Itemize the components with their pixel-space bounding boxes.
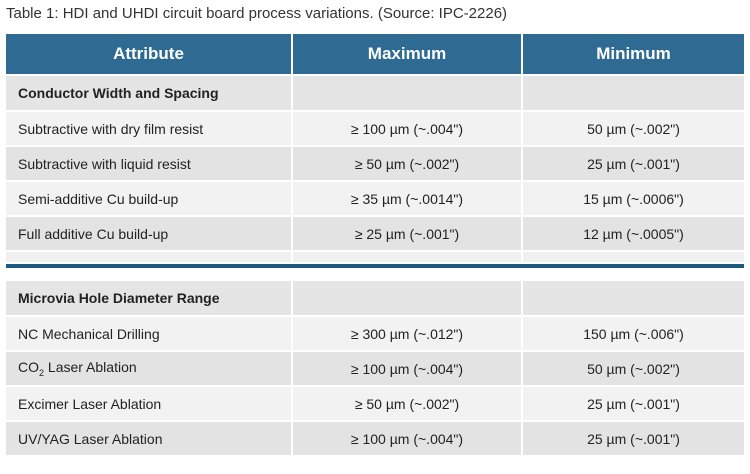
maximum-cell: ≥ 300 µm (~.012") <box>292 315 523 352</box>
maximum-cell: ≥ 100 µm (~.004") <box>292 350 523 387</box>
minimum-cell: 12 µm (~.0005") <box>522 215 744 252</box>
minimum-cell: 50 µm (~.002") <box>522 110 744 147</box>
section-row: Microvia Hole Diameter Range <box>6 279 744 317</box>
table-row: Subtractive with dry film resist ≥ 100 µ… <box>6 110 744 147</box>
spacer-row <box>6 250 744 264</box>
maximum-cell: ≥ 100 µm (~.004") <box>292 420 523 457</box>
process-variations-table: Attribute Maximum Minimum Conductor Widt… <box>6 34 744 457</box>
attribute-cell: Semi-additive Cu build-up <box>6 180 293 217</box>
header-row: Attribute Maximum Minimum <box>6 34 744 75</box>
table-row: Full additive Cu build-up ≥ 25 µm (~.001… <box>6 215 744 252</box>
attribute-cell: Subtractive with dry film resist <box>6 110 293 147</box>
header-minimum: Minimum <box>522 34 744 75</box>
attribute-cell: UV/YAG Laser Ablation <box>6 420 293 457</box>
spacer-cell <box>6 250 293 264</box>
maximum-cell: ≥ 50 µm (~.002") <box>292 145 523 182</box>
attribute-cell: NC Mechanical Drilling <box>6 315 293 352</box>
table-caption: Table 1: HDI and UHDI circuit board proc… <box>6 5 508 22</box>
maximum-cell: ≥ 50 µm (~.002") <box>292 385 523 422</box>
section-empty-cell <box>292 74 523 112</box>
minimum-cell: 25 µm (~.001") <box>522 145 744 182</box>
table-row: Semi-additive Cu build-up ≥ 35 µm (~.001… <box>6 180 744 217</box>
spacer-cell <box>6 268 744 281</box>
attribute-cell: Full additive Cu build-up <box>6 215 293 252</box>
table-row: UV/YAG Laser Ablation ≥ 100 µm (~.004") … <box>6 420 744 457</box>
attribute-cell: Excimer Laser Ablation <box>6 385 293 422</box>
attribute-suffix: Laser Ablation <box>44 359 137 376</box>
attribute-subscript: 2 <box>39 367 45 378</box>
section-empty-cell <box>522 279 744 317</box>
table-row: Subtractive with liquid resist ≥ 50 µm (… <box>6 145 744 182</box>
spacer-cell <box>522 250 744 264</box>
table-row: Excimer Laser Ablation ≥ 50 µm (~.002") … <box>6 385 744 422</box>
section-title: Conductor Width and Spacing <box>6 74 293 112</box>
header-attribute: Attribute <box>6 34 293 75</box>
divider-bar <box>6 263 744 269</box>
maximum-cell: ≥ 25 µm (~.001") <box>292 215 523 252</box>
minimum-cell: 25 µm (~.001") <box>522 385 744 422</box>
section-divider <box>6 263 744 269</box>
spacer-cell <box>292 250 523 264</box>
attribute-cell: CO2 Laser Ablation <box>6 350 293 387</box>
section-title: Microvia Hole Diameter Range <box>6 279 293 317</box>
section-empty-cell <box>292 279 523 317</box>
table-row: NC Mechanical Drilling ≥ 300 µm (~.012")… <box>6 315 744 352</box>
section-row: Conductor Width and Spacing <box>6 74 744 112</box>
header-maximum: Maximum <box>292 34 523 75</box>
minimum-cell: 50 µm (~.002") <box>522 350 744 387</box>
minimum-cell: 25 µm (~.001") <box>522 420 744 457</box>
section-empty-cell <box>522 74 744 112</box>
minimum-cell: 15 µm (~.0006") <box>522 180 744 217</box>
spacer-row <box>6 268 744 281</box>
attribute-cell: Subtractive with liquid resist <box>6 145 293 182</box>
maximum-cell: ≥ 100 µm (~.004") <box>292 110 523 147</box>
attribute-prefix: CO <box>18 359 39 376</box>
minimum-cell: 150 µm (~.006") <box>522 315 744 352</box>
maximum-cell: ≥ 35 µm (~.0014") <box>292 180 523 217</box>
table-row: CO2 Laser Ablation ≥ 100 µm (~.004") 50 … <box>6 350 744 387</box>
